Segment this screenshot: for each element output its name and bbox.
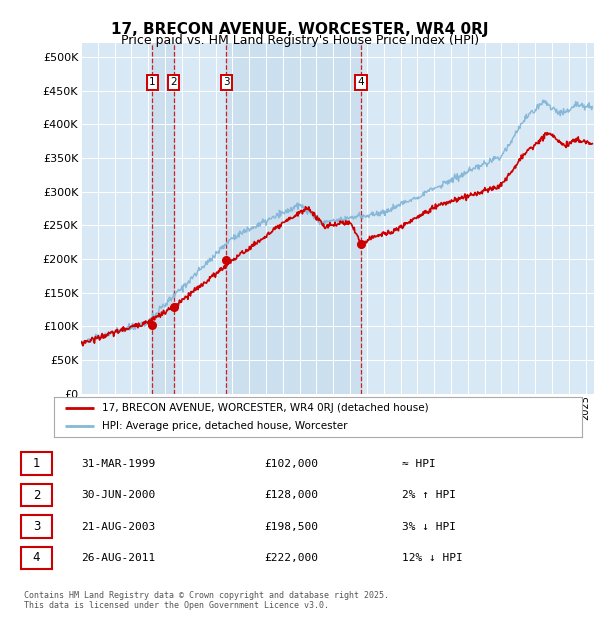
Text: 1: 1 <box>33 457 40 470</box>
Text: 3% ↓ HPI: 3% ↓ HPI <box>402 521 456 531</box>
FancyBboxPatch shape <box>21 453 52 475</box>
FancyBboxPatch shape <box>21 547 52 569</box>
Bar <box>226 43 361 394</box>
Text: 26-AUG-2011: 26-AUG-2011 <box>81 553 155 563</box>
Text: Contains HM Land Registry data © Crown copyright and database right 2025.
This d: Contains HM Land Registry data © Crown c… <box>24 591 389 610</box>
Text: HPI: Average price, detached house, Worcester: HPI: Average price, detached house, Worc… <box>101 421 347 432</box>
Text: 30-JUN-2000: 30-JUN-2000 <box>81 490 155 500</box>
Text: 3: 3 <box>33 520 40 533</box>
Text: £102,000: £102,000 <box>264 459 318 469</box>
Text: £222,000: £222,000 <box>264 553 318 563</box>
Text: 4: 4 <box>33 551 40 564</box>
Text: 2: 2 <box>170 78 177 87</box>
Text: 21-AUG-2003: 21-AUG-2003 <box>81 521 155 531</box>
Bar <box>152 43 173 394</box>
Text: £198,500: £198,500 <box>264 521 318 531</box>
Text: £128,000: £128,000 <box>264 490 318 500</box>
Text: 2: 2 <box>33 489 40 502</box>
FancyBboxPatch shape <box>21 484 52 507</box>
FancyBboxPatch shape <box>21 515 52 538</box>
Text: 31-MAR-1999: 31-MAR-1999 <box>81 459 155 469</box>
Text: 12% ↓ HPI: 12% ↓ HPI <box>402 553 463 563</box>
Text: 17, BRECON AVENUE, WORCESTER, WR4 0RJ (detached house): 17, BRECON AVENUE, WORCESTER, WR4 0RJ (d… <box>101 402 428 413</box>
Text: 3: 3 <box>223 78 230 87</box>
Text: 4: 4 <box>358 78 364 87</box>
Text: ≈ HPI: ≈ HPI <box>402 459 436 469</box>
Text: Price paid vs. HM Land Registry's House Price Index (HPI): Price paid vs. HM Land Registry's House … <box>121 34 479 47</box>
Text: 17, BRECON AVENUE, WORCESTER, WR4 0RJ: 17, BRECON AVENUE, WORCESTER, WR4 0RJ <box>111 22 489 37</box>
Text: 1: 1 <box>149 78 156 87</box>
Text: 2% ↑ HPI: 2% ↑ HPI <box>402 490 456 500</box>
